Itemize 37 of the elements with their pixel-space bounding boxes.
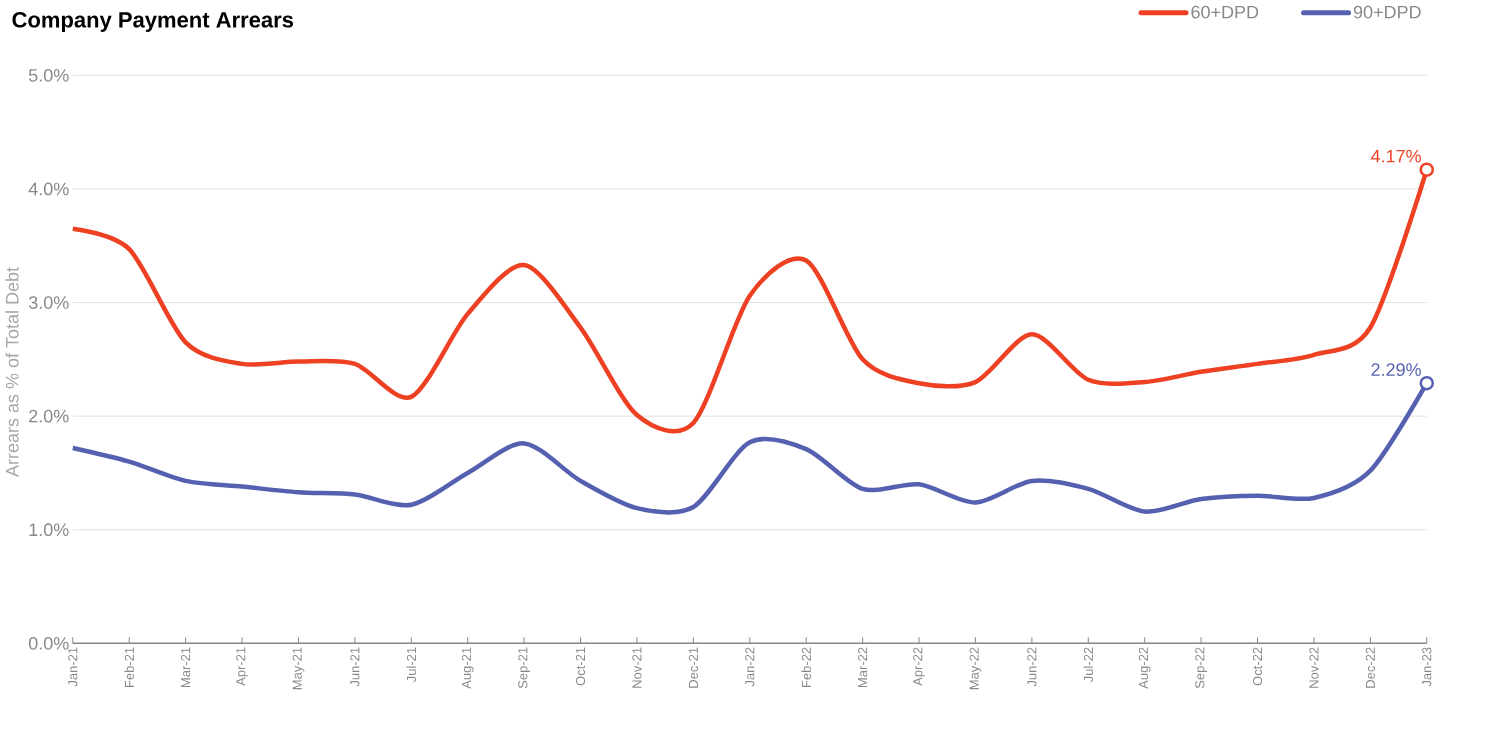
- data-label: 4.17%: [1370, 149, 1421, 163]
- y-tick-label: 5.0%: [28, 68, 69, 82]
- data-label: 2.29%: [1371, 363, 1421, 376]
- x-tick-label: Nov-22: [1309, 647, 1319, 688]
- x-tick-label: Feb-21: [124, 647, 134, 687]
- x-tick-label: Jan-23: [1422, 647, 1432, 687]
- x-tick-label: Jul-22: [1083, 647, 1094, 683]
- y-tick-label: 3.0%: [28, 296, 69, 309]
- x-tick-label: Jun-22: [1027, 647, 1037, 687]
- x-tick-label: Sep-21: [518, 647, 530, 689]
- x-tick-label: May-21: [292, 647, 305, 690]
- x-tick-label: Dec-22: [1365, 647, 1375, 688]
- x-tick-label: Apr-21: [236, 647, 248, 686]
- y-tick-label: 2.0%: [29, 409, 69, 423]
- x-tick-label: Jul-21: [406, 647, 417, 683]
- x-tick-label: Mar-21: [181, 647, 191, 687]
- x-tick-label: Jun-21: [350, 647, 360, 687]
- x-tick-label: Jan-22: [745, 647, 755, 687]
- x-tick-label: Feb-22: [801, 647, 811, 687]
- chart-title: Company Payment Arrears: [12, 12, 294, 32]
- y-axis-title: Arrears as % of Total Debt: [5, 267, 19, 477]
- legend-label: 90+DPD: [1353, 5, 1421, 19]
- x-tick-label: Sep-22: [1195, 647, 1207, 689]
- x-tick-label: Aug-21: [461, 647, 474, 689]
- x-tick-label: Jan-21: [68, 647, 78, 687]
- x-tick-label: May-22: [969, 647, 982, 690]
- y-tick-label: 4.0%: [28, 182, 69, 196]
- y-tick-label: 0.0%: [28, 636, 69, 650]
- y-tick-label: 1.0%: [29, 523, 69, 537]
- x-tick-label: Nov-21: [632, 647, 642, 688]
- x-tick-label: Oct-22: [1252, 647, 1263, 686]
- x-tick-label: Dec-21: [688, 647, 698, 688]
- x-tick-label: Oct-21: [575, 647, 586, 686]
- x-tick-label: Aug-22: [1138, 647, 1151, 689]
- x-tick-label: Mar-22: [858, 647, 868, 687]
- legend-label: 60+DPD: [1191, 5, 1259, 19]
- x-tick-label: Apr-22: [913, 647, 925, 686]
